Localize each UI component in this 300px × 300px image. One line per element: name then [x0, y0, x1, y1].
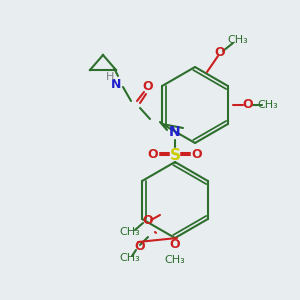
Text: O: O	[148, 148, 158, 161]
Text: CH₃: CH₃	[120, 227, 140, 237]
Text: N: N	[111, 79, 121, 92]
Text: O: O	[143, 80, 153, 94]
Text: CH₃: CH₃	[120, 253, 140, 263]
Text: O: O	[192, 148, 202, 161]
Text: O: O	[215, 46, 225, 59]
Text: O: O	[170, 238, 180, 251]
Text: CH₃: CH₃	[258, 100, 278, 110]
Text: O: O	[243, 98, 253, 112]
Text: N: N	[169, 125, 181, 139]
Text: H: H	[106, 72, 114, 82]
Text: CH₃: CH₃	[228, 35, 248, 45]
Text: CH₃: CH₃	[165, 255, 185, 265]
Text: O: O	[143, 214, 153, 226]
Text: O: O	[135, 241, 145, 254]
Text: S: S	[169, 148, 181, 163]
